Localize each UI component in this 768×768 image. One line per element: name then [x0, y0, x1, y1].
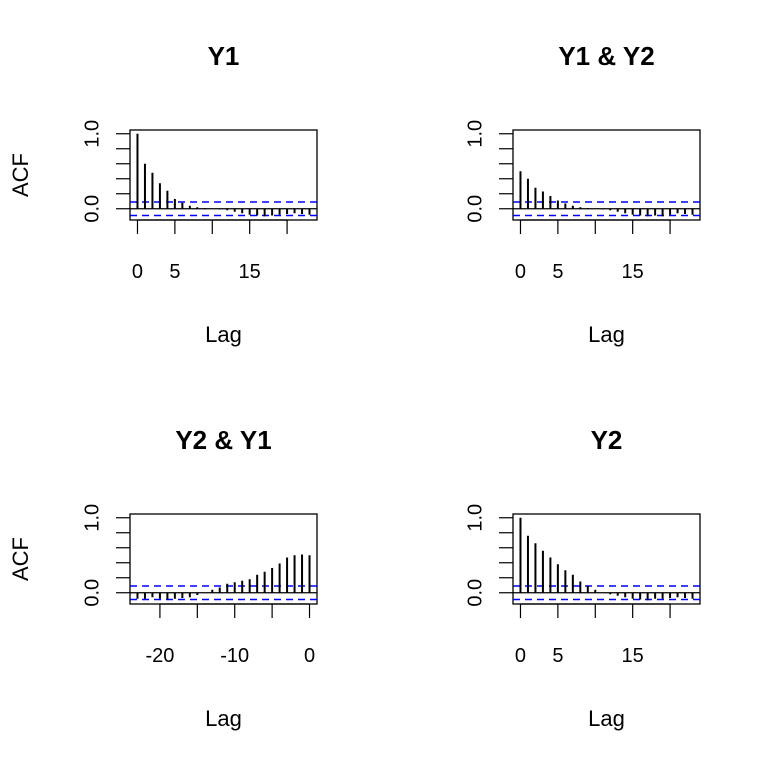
panel-title: Y1 & Y2: [558, 41, 654, 71]
plot-frame: [129, 513, 318, 605]
panel-1: Y1 Lag ACF 0.0 1.0 0 5 15: [8, 41, 318, 347]
plot-frame: [129, 129, 318, 221]
y-tick-label: 0.0: [464, 579, 486, 607]
x-tick-label: 5: [552, 261, 563, 283]
y-axis-label: ACF: [8, 537, 33, 581]
y-tick-label: 0.0: [81, 579, 103, 607]
x-tick-label: 15: [239, 261, 261, 283]
y-axis-label: ACF: [8, 153, 33, 197]
x-tick-label: 15: [622, 261, 644, 283]
panel-title: Y2 & Y1: [175, 425, 271, 455]
x-tick-label: 0: [304, 645, 315, 667]
y-tick-label: 0.0: [81, 195, 103, 223]
plot-frame: [512, 513, 701, 605]
x-tick-label: -20: [145, 645, 174, 667]
x-tick-label: 5: [169, 261, 180, 283]
x-tick-label: -10: [220, 645, 249, 667]
x-tick-label: 0: [515, 261, 526, 283]
panel-title: Y1: [208, 41, 240, 71]
panel-3: Y2 & Y1 Lag ACF 0.0 1.0 -20 -10 0: [8, 425, 318, 731]
x-axis-label: Lag: [205, 706, 242, 731]
x-axis-label: Lag: [205, 322, 242, 347]
x-tick-label: 15: [622, 645, 644, 667]
y-tick-label: 1.0: [81, 504, 103, 532]
x-tick-label: 0: [132, 261, 143, 283]
x-tick-label: 0: [515, 645, 526, 667]
y-tick-label: 1.0: [464, 504, 486, 532]
x-axis-label: Lag: [588, 322, 625, 347]
panel-title: Y2: [591, 425, 623, 455]
y-tick-label: 1.0: [81, 120, 103, 148]
plot-frame: [512, 129, 701, 221]
x-tick-label: 5: [552, 645, 563, 667]
panel-4: Y2 Lag 0.0 1.0 0 5 15: [464, 425, 701, 731]
y-tick-label: 0.0: [464, 195, 486, 223]
x-axis-label: Lag: [588, 706, 625, 731]
panel-2: Y1 & Y2 Lag 0.0 1.0 0 5 15: [464, 41, 701, 347]
y-tick-label: 1.0: [464, 120, 486, 148]
